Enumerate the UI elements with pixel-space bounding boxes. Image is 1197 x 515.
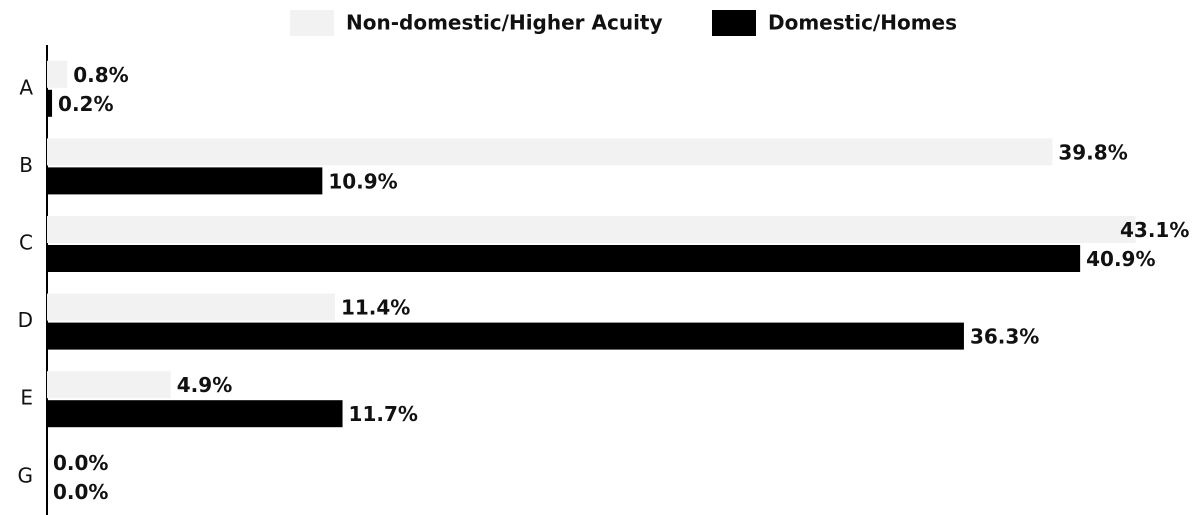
bar xyxy=(47,245,1081,272)
bar xyxy=(47,60,68,88)
bar xyxy=(47,89,53,117)
category-label: C xyxy=(19,231,33,255)
bar xyxy=(47,400,343,428)
value-label: 36.3% xyxy=(970,325,1039,349)
legend-swatch xyxy=(712,10,756,36)
bar xyxy=(47,167,323,195)
bar xyxy=(47,371,171,399)
bar xyxy=(47,138,1053,166)
bar xyxy=(47,322,964,350)
category-label: D xyxy=(18,308,33,332)
category-label: A xyxy=(19,75,33,99)
value-label: 0.8% xyxy=(73,63,128,87)
value-label: 40.9% xyxy=(1086,247,1155,271)
value-label: 11.4% xyxy=(341,296,410,320)
value-label: 0.0% xyxy=(53,451,108,475)
category-label: G xyxy=(18,463,34,487)
legend-label: Non-domestic/Higher Acuity xyxy=(346,11,663,35)
legend-swatch xyxy=(290,10,334,36)
value-label: 0.2% xyxy=(58,92,113,116)
category-label: B xyxy=(19,153,33,177)
bar xyxy=(47,293,335,321)
value-label: 11.7% xyxy=(349,402,418,426)
value-label: 10.9% xyxy=(328,169,397,193)
value-label: 43.1% xyxy=(1120,218,1189,242)
value-label: 39.8% xyxy=(1058,140,1127,164)
value-label: 0.0% xyxy=(53,480,108,504)
value-label: 4.9% xyxy=(177,373,232,397)
legend-label: Domestic/Homes xyxy=(768,11,957,35)
bar xyxy=(47,216,1136,243)
category-label: E xyxy=(20,386,33,410)
